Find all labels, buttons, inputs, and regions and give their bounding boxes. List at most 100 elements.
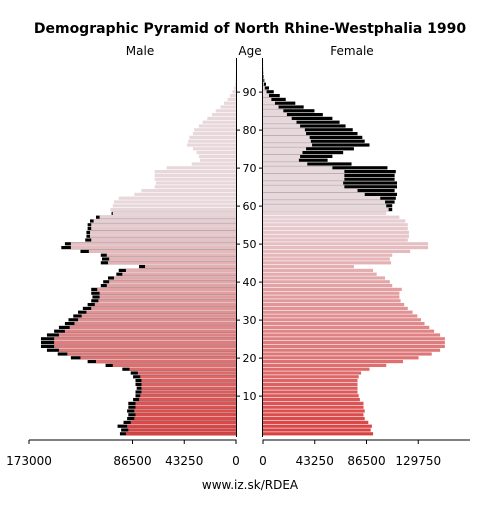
female-bar-5 [263, 413, 364, 416]
female-label: Female [330, 44, 373, 58]
male-bar-common-46 [109, 257, 236, 260]
female-bar-35 [263, 299, 401, 302]
female-bar-1 [263, 428, 371, 431]
female-bar-32 [263, 311, 413, 314]
age-tick-label-50: 50 [243, 238, 257, 251]
male-bar-62 [119, 197, 236, 200]
male-bar-60 [113, 204, 236, 207]
female-bar-common-90 [263, 90, 267, 93]
male-bar-common-4 [134, 417, 236, 420]
female-x-tick-label-2: 86500 [347, 454, 385, 468]
female-bar-58 [263, 212, 386, 215]
male-bar-common-25 [54, 337, 236, 340]
female-bar-17 [263, 368, 369, 371]
male-x-tick-label-0: 173000 [6, 454, 52, 468]
male-bar-71 [192, 162, 236, 165]
male-bar-59 [110, 208, 236, 211]
female-bar-55 [263, 223, 408, 226]
female-bar-common-72 [263, 159, 299, 162]
male-bar-88 [228, 98, 236, 101]
female-bar-39 [263, 284, 392, 287]
female-bar-50 [263, 242, 428, 245]
male-bar-common-12 [141, 387, 236, 390]
female-bar-8 [263, 402, 364, 405]
male-bar-common-29 [74, 322, 236, 325]
age-tick-label-90: 90 [243, 86, 257, 99]
female-bar-common-89 [263, 94, 269, 97]
age-tick-label-70: 70 [243, 162, 257, 175]
male-bar-common-1 [128, 428, 236, 431]
male-bar-91 [234, 86, 236, 89]
female-bar-25 [263, 337, 445, 340]
age-tick-label-10: 10 [243, 390, 257, 403]
male-bar-common-51 [91, 238, 236, 241]
female-bar-14 [263, 379, 358, 382]
female-bar-47 [263, 254, 392, 257]
male-bar-63 [134, 193, 236, 196]
female-bar-21 [263, 352, 432, 355]
female-bar-common-61 [263, 200, 385, 203]
female-bar-51 [263, 238, 408, 241]
female-bars [263, 60, 445, 436]
female-bar-common-84 [263, 113, 287, 116]
female-bar-16 [263, 371, 361, 374]
male-bar-83 [207, 117, 236, 120]
male-bar-90 [232, 90, 236, 93]
female-bar-common-59 [263, 208, 389, 211]
female-bar-4 [263, 417, 365, 420]
female-bar-57 [263, 216, 399, 219]
female-bar-common-60 [263, 204, 386, 207]
female-bar-common-91 [263, 86, 265, 89]
female-bar-common-77 [263, 140, 311, 143]
male-bar-80 [194, 128, 236, 131]
female-bar-common-70 [263, 166, 332, 169]
male-bar-common-57 [100, 216, 236, 219]
male-bar-72 [200, 159, 236, 162]
male-bar-common-45 [108, 261, 236, 264]
female-bar-27 [263, 330, 434, 333]
female-bar-13 [263, 383, 358, 386]
female-bar-34 [263, 303, 404, 306]
age-tick-label-40: 40 [243, 276, 257, 289]
male-bar-common-20 [80, 356, 236, 359]
female-bar-7 [263, 406, 364, 409]
female-x-tick-label-0: 0 [259, 454, 267, 468]
male-bar-69 [155, 170, 236, 173]
male-bar-common-44 [145, 265, 236, 268]
male-bar-65 [155, 185, 236, 188]
male-bar-common-15 [140, 375, 236, 378]
male-bar-common-58 [113, 212, 236, 215]
male-bar-common-11 [141, 390, 236, 393]
female-bar-common-63 [263, 193, 365, 196]
female-bar-common-92 [263, 83, 264, 86]
male-x-tick-label-1: 86500 [113, 454, 151, 468]
female-bar-common-67 [263, 178, 344, 181]
male-bar-common-23 [54, 345, 236, 348]
male-bar-common-36 [100, 295, 236, 298]
female-bar-28 [263, 326, 429, 329]
female-bar-43 [263, 269, 373, 272]
male-bar-common-10 [140, 394, 236, 397]
female-bar-44 [263, 265, 354, 268]
female-bar-36 [263, 295, 399, 298]
male-bar-common-18 [113, 364, 236, 367]
female-bar-38 [263, 288, 402, 291]
female-bar-common-73 [263, 155, 300, 158]
male-bar-common-19 [96, 360, 236, 363]
male-bar-85 [216, 109, 236, 112]
male-bar-common-43 [126, 269, 236, 272]
male-bar-77 [188, 140, 236, 143]
female-bar-37 [263, 292, 399, 295]
male-x-tick-label-2: 43250 [165, 454, 203, 468]
age-tick-label-20: 20 [243, 352, 257, 365]
male-bar-68 [155, 174, 236, 177]
female-x-tick-label-3: 129750 [395, 454, 441, 468]
male-bar-common-42 [122, 273, 236, 276]
male-bar-common-14 [141, 379, 236, 382]
male-bar-common-13 [141, 383, 236, 386]
male-bar-73 [199, 155, 236, 158]
male-bar-79 [193, 132, 236, 135]
